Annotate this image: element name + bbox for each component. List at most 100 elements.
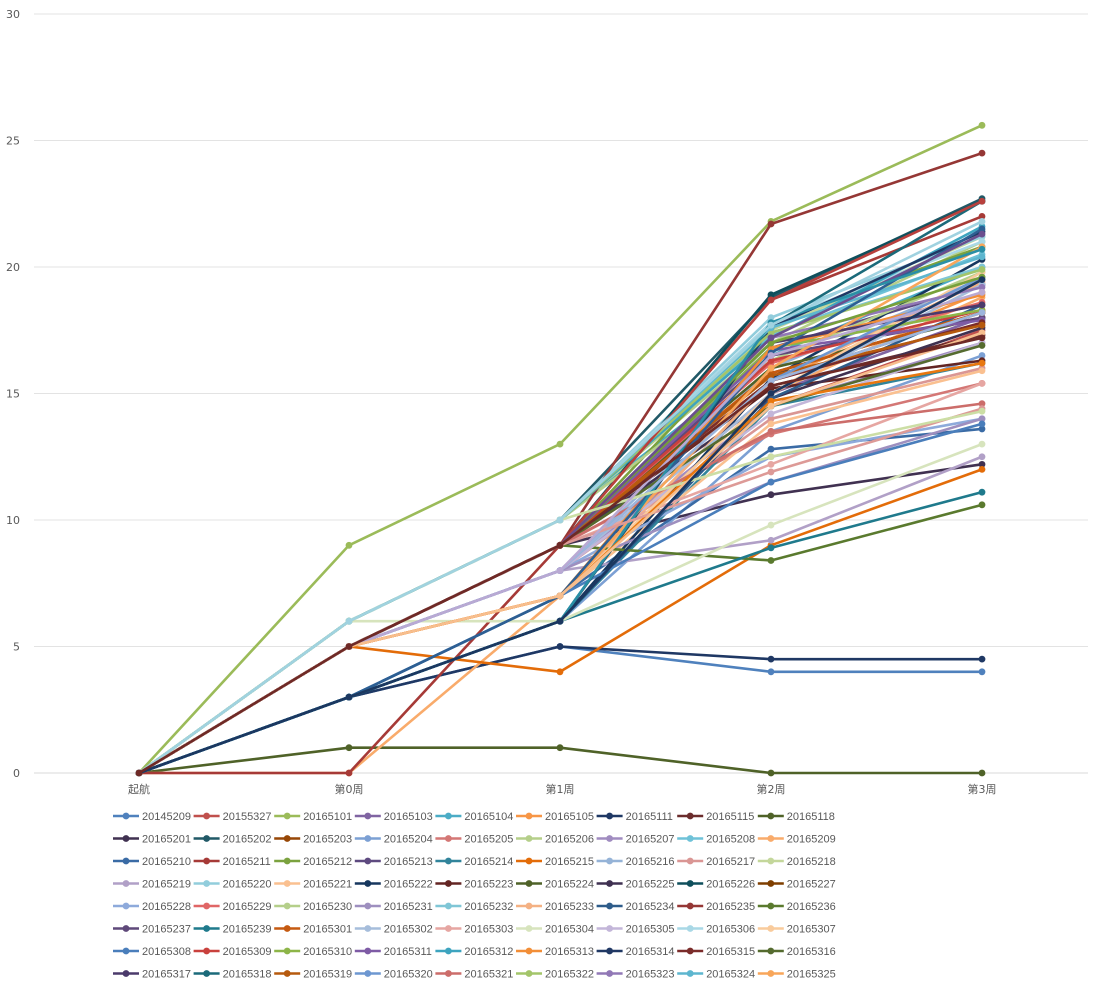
series-20165234	[135, 301, 986, 777]
data-point	[767, 364, 775, 372]
legend-item: 20165302	[354, 924, 433, 936]
legend-marker	[122, 902, 130, 910]
legend-label: 20165219	[142, 879, 191, 891]
data-point	[978, 342, 986, 349]
legend-label: 20165230	[303, 901, 352, 913]
legend-marker	[445, 902, 452, 910]
legend-marker	[283, 857, 291, 865]
series-line	[138, 230, 983, 775]
data-point	[978, 149, 986, 157]
series-20165329	[135, 230, 986, 777]
legend-item: 20165214	[435, 856, 513, 868]
legend-item: 20165224	[516, 879, 594, 891]
legend-item: 20165204	[354, 834, 433, 846]
legend-item: 20165317	[113, 969, 191, 981]
series-line	[138, 455, 983, 775]
data-point	[978, 218, 986, 225]
legend-marker	[364, 970, 372, 977]
x-axis: 起航 第0周 第1周 第2周 第3周	[128, 782, 997, 796]
y-tick-label: 30	[6, 8, 20, 21]
data-point	[345, 744, 353, 752]
legend-label: 20165218	[787, 856, 836, 868]
legend-marker	[364, 835, 372, 842]
data-point	[978, 415, 986, 423]
data-point	[556, 744, 564, 752]
y-tick-label: 0	[13, 767, 20, 780]
data-point	[767, 296, 775, 304]
legend-item: 20165209	[757, 834, 836, 846]
data-point	[978, 407, 986, 415]
legend-item: 20165210	[113, 856, 191, 868]
legend-marker	[364, 925, 372, 932]
legend-label: 20165206	[545, 834, 594, 846]
data-point	[978, 321, 986, 329]
series-20165333	[135, 405, 986, 777]
legend-marker	[203, 812, 211, 820]
legend-item: 20165205	[435, 834, 513, 846]
series-20165305	[135, 339, 986, 777]
legend-marker	[525, 835, 533, 842]
legend-item: 20165318	[193, 969, 272, 981]
legend-item: 20165303	[435, 924, 513, 936]
legend-item: 20165104	[435, 811, 513, 823]
legend-item: 20165304	[516, 924, 594, 936]
legend-marker	[122, 812, 130, 820]
series-20165111	[135, 643, 986, 777]
x-tick-label: 第1周	[546, 782, 575, 796]
legend-marker	[767, 902, 775, 910]
legend-item: 20165115	[677, 811, 754, 823]
data-point	[978, 425, 986, 433]
legend-label: 20165319	[303, 969, 352, 981]
series-20165304	[135, 440, 986, 777]
legend-label: 20165312	[464, 946, 513, 958]
legend-label: 20165314	[626, 946, 675, 958]
data-point	[767, 314, 775, 321]
legend-marker	[606, 857, 613, 865]
legend-marker	[767, 857, 775, 865]
data-point	[767, 329, 775, 337]
legend-item: 20165324	[677, 969, 755, 981]
series-20165334	[135, 407, 986, 777]
data-point	[135, 769, 143, 777]
y-tick-label: 25	[6, 135, 20, 148]
legend-label: 20165101	[303, 811, 352, 823]
series-line	[138, 326, 983, 775]
legend-marker	[364, 812, 372, 820]
legend-item: 20165321	[435, 969, 513, 981]
legend-marker	[606, 812, 613, 820]
data-point	[767, 352, 775, 359]
data-point	[978, 334, 986, 342]
x-tick-label: 第2周	[757, 782, 786, 796]
legend-marker	[203, 880, 211, 887]
legend: 20145209 20155327 20165101 20165103 20165104…	[113, 811, 836, 992]
data-point	[978, 225, 986, 233]
legend-label: 20165222	[384, 879, 433, 891]
legend-label: 20165301	[303, 924, 352, 936]
data-point	[767, 220, 775, 228]
legend-marker	[767, 970, 775, 977]
legend-marker	[364, 947, 372, 955]
series-line	[138, 407, 983, 775]
legend-label: 20165233	[545, 901, 594, 913]
series-line	[138, 359, 983, 775]
legend-item: 20165219	[113, 879, 191, 891]
legend-item: 20165111	[596, 811, 673, 823]
legend-marker	[122, 970, 130, 977]
legend-item: 20165229	[193, 901, 272, 913]
legend-marker	[606, 947, 613, 955]
legend-item: 20165220	[193, 879, 272, 891]
series-20165207	[135, 339, 986, 777]
legend-item: 20145209	[113, 811, 191, 823]
y-tick-label: 10	[6, 514, 20, 527]
legend-item: 20165223	[435, 879, 513, 891]
series-line	[138, 200, 983, 775]
data-point	[978, 253, 986, 261]
legend-marker	[283, 835, 291, 842]
legend-label: 20165226	[706, 879, 755, 891]
legend-marker	[364, 857, 372, 865]
data-point	[978, 245, 986, 253]
data-point	[767, 377, 775, 385]
data-point	[556, 516, 564, 524]
legend-marker	[606, 835, 613, 842]
